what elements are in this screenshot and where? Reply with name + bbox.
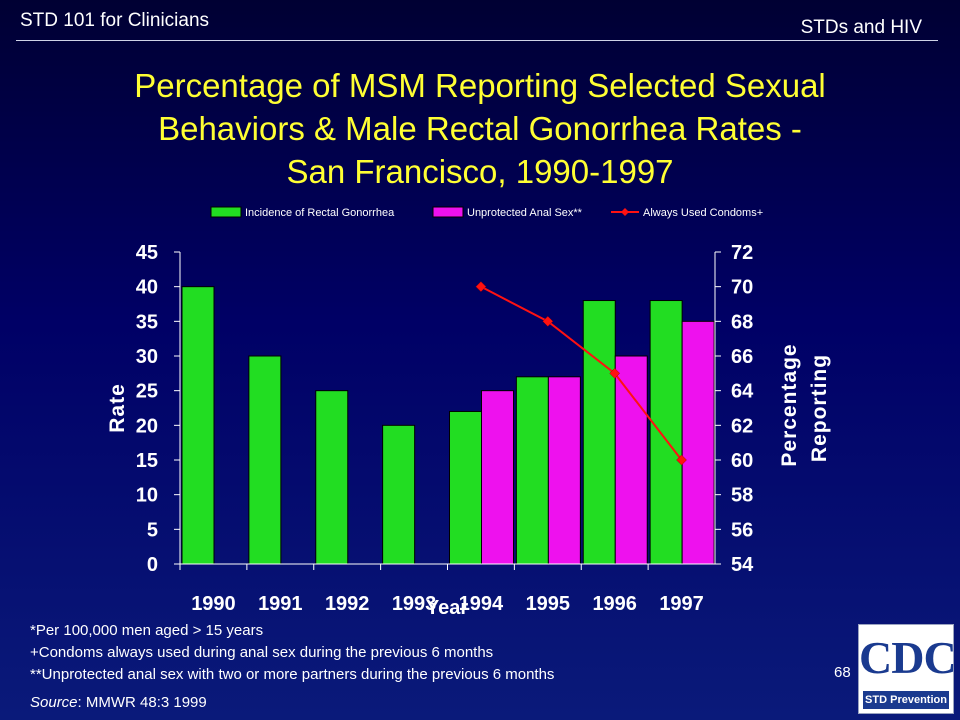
y-tick-label-left-35: 35	[136, 311, 158, 333]
y-tick-label-left-20: 20	[136, 415, 158, 437]
y-tick-label-left-45: 45	[136, 242, 158, 264]
bar-gonorrhea-1995	[515, 376, 549, 565]
y-tick-label-right-66: 66	[731, 346, 753, 368]
slide-title-line-2: Behaviors & Male Rectal Gonorrhea Rates …	[158, 110, 802, 147]
x-tick-label-1991: 1991	[258, 593, 303, 615]
y-tick-label-right-54: 54	[731, 554, 754, 576]
y-tick-label-right-58: 58	[731, 485, 753, 507]
x-tick-label-1997: 1997	[659, 593, 704, 615]
y-tick-label-left-10: 10	[136, 485, 158, 507]
y-tick-label-left-5: 5	[147, 519, 158, 541]
bar-gonorrhea-1991	[248, 355, 282, 565]
y-tick-label-right-60: 60	[731, 450, 753, 472]
bar-unprotected-1996	[614, 355, 648, 565]
footnote-unprotected: **Unprotected anal sex with two or more …	[30, 666, 555, 683]
x-tick-label-1995: 1995	[526, 593, 571, 615]
legend-swatch-unprotected	[432, 206, 464, 218]
point-condoms-1996	[609, 367, 621, 379]
bar-gonorrhea-1990	[181, 286, 215, 565]
y-tick-label-right-64: 64	[731, 381, 754, 403]
source-citation: Source: MMWR 48:3 1999	[30, 694, 207, 711]
y-tick-label-left-25: 25	[136, 381, 158, 403]
page-number: 68	[834, 664, 851, 681]
x-tick-label-1992: 1992	[325, 593, 370, 615]
legend-label-condoms: Always Used Condoms+	[643, 207, 763, 219]
y-tick-label-left-40: 40	[136, 277, 158, 299]
source-label: Source	[30, 694, 78, 711]
y-tick-label-right-68: 68	[731, 311, 753, 333]
legend-label-gonorrhea: Incidence of Rectal Gonorrhea	[245, 207, 395, 219]
legend-swatch-gonorrhea	[210, 206, 242, 218]
bar-gonorrhea-1993	[382, 424, 416, 565]
cdc-logo-band: STD Prevention	[863, 691, 949, 709]
bar-gonorrhea-1996	[582, 300, 616, 565]
y-axis-title-right-line-2: Reporting	[808, 354, 831, 462]
bar-unprotected-1995	[547, 376, 581, 565]
footnote-condoms: +Condoms always used during anal sex dur…	[30, 644, 494, 661]
cdc-logo-letters: CDC	[859, 632, 957, 683]
y-tick-label-right-56: 56	[731, 519, 753, 541]
point-condoms-1994	[475, 281, 487, 293]
point-condoms-1997	[676, 454, 687, 466]
y-tick-label-left-30: 30	[136, 346, 158, 368]
y-axis-title-right-line-1: Percentage	[778, 343, 801, 466]
x-tick-label-1993: 1993	[392, 593, 437, 615]
header-course-title: STD 101 for Clinicians	[20, 10, 210, 31]
x-tick-label-1996: 1996	[592, 593, 637, 615]
footnotes: *Per 100,000 men aged > 15 years +Condom…	[30, 620, 554, 686]
bar-gonorrhea-1994	[449, 410, 482, 565]
x-tick-label-1994: 1994	[459, 593, 504, 615]
header-divider	[16, 40, 938, 41]
y-axis-title-left: Rate	[106, 383, 129, 433]
bar-unprotected-1997	[681, 320, 715, 565]
y-tick-label-left-15: 15	[136, 450, 158, 472]
bar-unprotected-1994	[481, 390, 514, 565]
bar-gonorrhea-1992	[315, 390, 349, 565]
legend-label-unprotected: Unprotected Anal Sex**	[467, 207, 583, 219]
bar-gonorrhea-1997	[649, 300, 683, 565]
footnote-rate: *Per 100,000 men aged > 15 years	[30, 622, 264, 639]
slide-title: Percentage of MSM Reporting Selected Sex…	[40, 64, 920, 193]
slide-title-line-3: San Francisco, 1990-1997	[286, 153, 674, 190]
y-tick-label-right-70: 70	[731, 277, 753, 299]
source-text: : MMWR 48:3 1999	[77, 694, 207, 711]
line-condoms	[480, 285, 683, 461]
x-axis-title: Year	[426, 597, 468, 619]
header-section-title: STDs and HIV	[800, 17, 922, 38]
point-condoms-1995	[542, 315, 554, 327]
y-tick-label-right-62: 62	[731, 415, 753, 437]
legend-swatch-condoms-marker	[621, 208, 629, 216]
y-tick-label-right-72: 72	[731, 242, 753, 264]
cdc-logo: CDC STD Prevention	[858, 624, 957, 714]
x-tick-label-1990: 1990	[191, 593, 236, 615]
y-tick-label-left-0: 0	[147, 554, 158, 576]
slide-title-line-1: Percentage of MSM Reporting Selected Sex…	[134, 67, 826, 104]
